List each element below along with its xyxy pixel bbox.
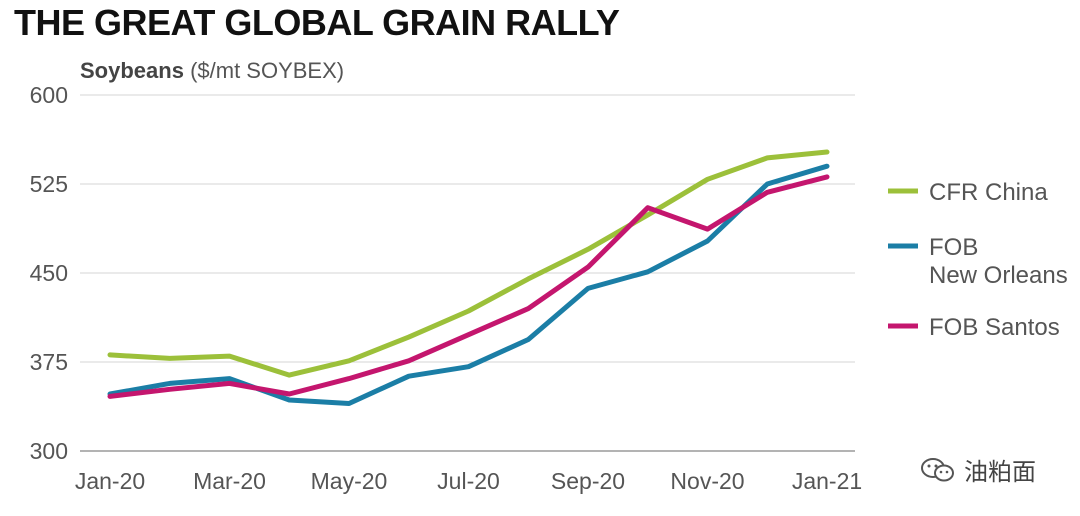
series-line — [107, 163, 830, 406]
y-tick-label: 375 — [30, 349, 68, 375]
y-tick-label: 525 — [30, 171, 68, 197]
legend-label: CFR China — [929, 179, 1048, 206]
chart-title: THE GREAT GLOBAL GRAIN RALLY — [14, 2, 620, 43]
y-tick-label: 600 — [30, 82, 68, 108]
legend-label: New Orleans — [929, 262, 1068, 289]
series-line — [107, 149, 830, 378]
gridlines — [80, 94, 855, 452]
x-axis-ticks: Jan-20 Mar-20 May-20 Jul-20 Sep-20 Nov-20 Jan-… — [75, 468, 862, 494]
y-tick-label: 450 — [30, 260, 68, 286]
x-tick-label: May-20 — [311, 468, 388, 494]
chart-subtitle: Soybeans ($/mt SOYBEX) — [80, 58, 344, 84]
x-tick-label: Sep-20 — [551, 468, 625, 494]
subtitle-commodity: Soybeans — [80, 58, 184, 83]
subtitle-unit: ($/mt SOYBEX) — [190, 58, 345, 83]
watermark: 油粕面 — [920, 452, 1036, 491]
x-tick-label: Jan-20 — [75, 468, 145, 494]
y-tick-label: 300 — [30, 438, 68, 464]
chat-bubble-icon — [920, 455, 956, 491]
series-lines — [107, 149, 830, 406]
x-tick-label: Mar-20 — [193, 468, 266, 494]
x-tick-label: Jan-21 — [792, 468, 862, 494]
y-axis-ticks: 600 525 450 375 300 — [30, 82, 68, 464]
watermark-text: 油粕面 — [964, 458, 1036, 486]
x-tick-label: Jul-20 — [437, 468, 500, 494]
x-tick-label: Nov-20 — [670, 468, 744, 494]
legend-label: FOB Santos — [929, 314, 1060, 341]
legend-label: FOB — [929, 234, 978, 261]
series-line — [107, 174, 830, 399]
